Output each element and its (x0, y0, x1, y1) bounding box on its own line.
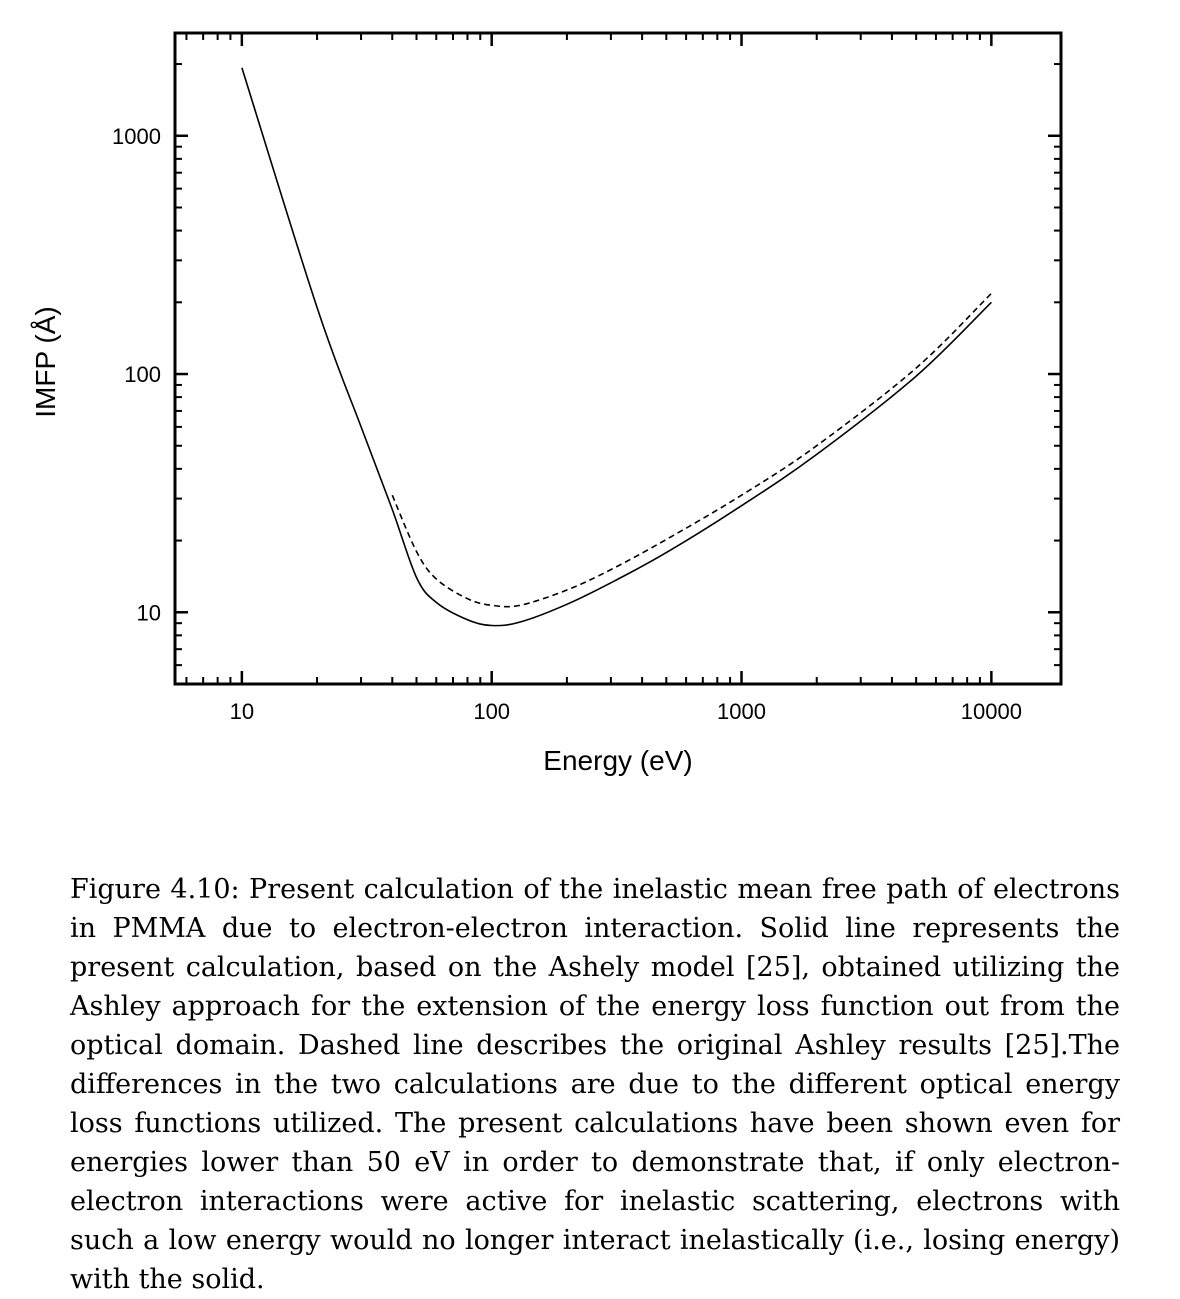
y-tick-label: 10 (137, 600, 161, 625)
series-layer (241, 67, 992, 627)
x-axis-title: Energy (eV) (543, 745, 692, 776)
plot-frame (173, 31, 1063, 686)
y-tick-label: 100 (124, 362, 161, 387)
x-tick-label: 10000 (961, 699, 1022, 724)
tick-labels: 10 100 1000 10000 10 100 1000 (112, 124, 1022, 724)
x-tick-label: 100 (473, 699, 510, 724)
imfp-chart: 10 100 1000 10000 10 100 1000 Energy (eV) IMFP… (30, 31, 1063, 776)
dashed-series-line (391, 292, 992, 608)
axis-ticks (175, 33, 1061, 685)
y-axis-title: IMFP (Å) (30, 306, 61, 417)
y-tick-label: 1000 (112, 124, 161, 149)
x-tick-label: 10 (230, 699, 254, 724)
figure-caption: Figure 4.10: Present calculation of the … (70, 874, 1120, 1295)
solid-series-line (241, 67, 992, 627)
x-tick-label: 1000 (717, 699, 766, 724)
